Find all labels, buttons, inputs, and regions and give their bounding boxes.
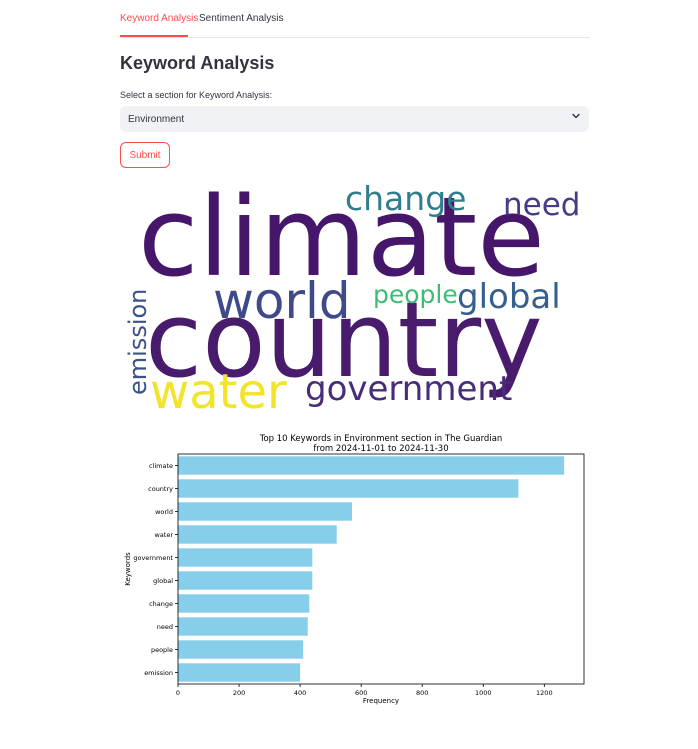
word-cloud-word: world xyxy=(213,272,351,330)
word-cloud-word: government xyxy=(305,369,513,409)
x-tick-label-400: 400 xyxy=(294,689,306,697)
bar-change xyxy=(178,594,310,613)
section-select-label: Select a section for Keyword Analysis: xyxy=(120,90,273,100)
word-cloud-word: change xyxy=(345,179,467,218)
bar-need xyxy=(178,617,308,636)
bar-government xyxy=(178,548,313,567)
bar-global xyxy=(178,571,313,590)
y-tick-label-need: need xyxy=(157,623,173,631)
bar-country xyxy=(178,479,519,498)
word-cloud-word: global xyxy=(457,277,561,317)
active-tab-indicator xyxy=(120,35,188,37)
bar-climate xyxy=(178,456,565,475)
bar-water xyxy=(178,525,337,544)
word-cloud-word: need xyxy=(503,187,581,223)
x-axis-label: Frequency xyxy=(363,697,399,705)
tab-sentiment-analysis[interactable]: Sentiment Analysis xyxy=(199,13,284,24)
y-tick-label-change: change xyxy=(149,600,173,608)
bar-world xyxy=(178,502,352,521)
chevron-down-icon xyxy=(572,113,580,119)
section-select[interactable]: Environment xyxy=(120,106,589,132)
y-tick-label-emission: emission xyxy=(144,669,173,677)
y-tick-label-country: country xyxy=(148,485,173,493)
x-tick-label-0: 0 xyxy=(176,689,180,697)
chart-title-line-1: Top 10 Keywords in Environment section i… xyxy=(259,434,503,444)
y-axis-label: Keywords xyxy=(124,552,132,586)
word-cloud-word: people xyxy=(373,280,458,309)
x-tick-label-800: 800 xyxy=(416,689,428,697)
y-tick-label-climate: climate xyxy=(149,462,173,470)
tab-bar: Keyword Analysis Sentiment Analysis xyxy=(120,0,590,38)
plot-area-frame xyxy=(177,453,585,685)
bar-people xyxy=(178,640,304,659)
x-tick-label-200: 200 xyxy=(233,689,245,697)
word-cloud-word: country xyxy=(145,279,543,401)
word-cloud-word: water xyxy=(150,364,287,420)
y-tick-label-people: people xyxy=(151,646,173,654)
y-tick-label-water: water xyxy=(154,531,173,539)
y-tick-label-government: government xyxy=(133,554,173,562)
y-tick-label-global: global xyxy=(153,577,173,585)
bar-emission xyxy=(178,663,301,682)
x-tick-label-1000: 1000 xyxy=(475,689,492,697)
submit-button[interactable]: Submit xyxy=(120,142,170,168)
word-cloud-word: climate xyxy=(138,173,545,301)
x-tick-label-600: 600 xyxy=(355,689,367,697)
word-cloud: climate country world water government c… xyxy=(120,180,590,420)
y-tick-label-world: world xyxy=(155,508,173,516)
section-select-value: Environment xyxy=(128,114,185,125)
chart-title-line-2: from 2024-11-01 to 2024-11-30 xyxy=(313,444,448,454)
tab-keyword-analysis[interactable]: Keyword Analysis xyxy=(120,13,199,24)
keyword-frequency-chart: Top 10 Keywords in Environment section i… xyxy=(124,434,585,705)
word-cloud-word: emission xyxy=(124,288,152,395)
x-tick-label-1200: 1200 xyxy=(536,689,553,697)
page-title: Keyword Analysis xyxy=(120,53,275,73)
